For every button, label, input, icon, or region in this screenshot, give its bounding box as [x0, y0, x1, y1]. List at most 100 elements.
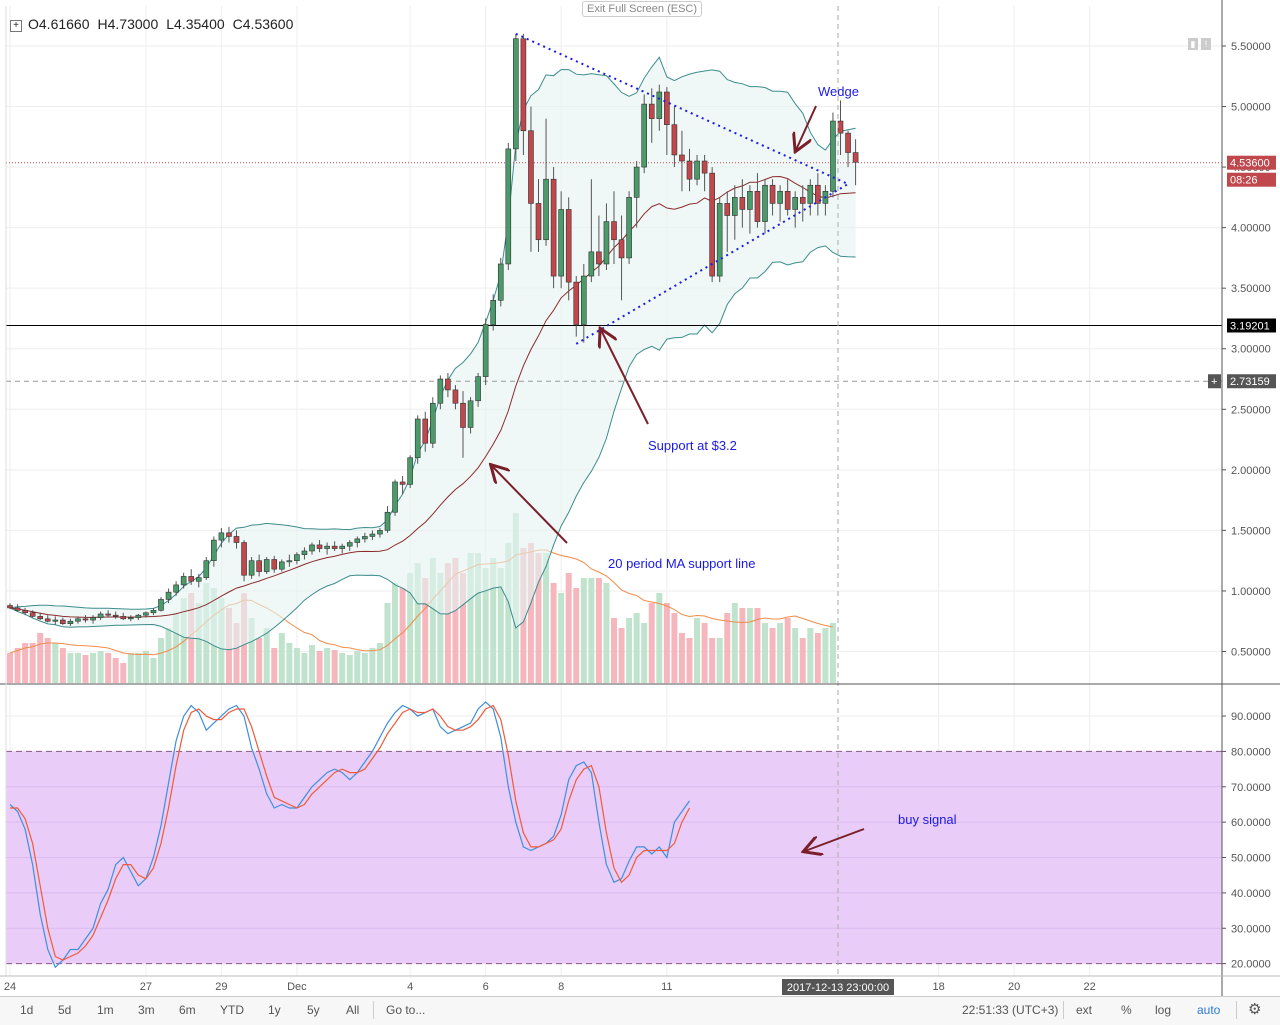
candle-body — [271, 559, 278, 570]
candle — [520, 33, 527, 155]
candle — [686, 148, 693, 192]
stoch-d-line — [10, 704, 691, 961]
candle-body — [44, 618, 51, 622]
volume-bar — [482, 568, 489, 683]
candle — [694, 154, 700, 186]
candle-body — [694, 160, 700, 180]
candle-body — [195, 577, 202, 582]
range-5y-button[interactable]: 5y — [307, 1003, 320, 1017]
candle-body — [513, 38, 519, 150]
candle-body — [105, 613, 111, 616]
candle — [248, 557, 255, 579]
volume-bar — [558, 593, 565, 683]
x-tick-label: 11 — [661, 981, 672, 993]
range-ytd-button[interactable]: YTD — [220, 1003, 244, 1017]
candle — [550, 167, 557, 289]
volume-bar — [278, 633, 285, 683]
candle-body — [467, 400, 474, 428]
candle-body — [384, 511, 391, 531]
candle-body — [460, 402, 466, 428]
range-all-button[interactable]: All — [346, 1003, 360, 1017]
y-tick-label: 1.00000 — [1231, 586, 1271, 598]
candle — [135, 613, 142, 621]
goto-button[interactable]: Go to... — [386, 1003, 426, 1017]
candle-body — [75, 618, 81, 622]
candle-body — [301, 550, 308, 555]
range-1m-button[interactable]: 1m — [97, 1003, 114, 1017]
y-tick-label: 70.0000 — [1231, 782, 1271, 794]
candle-body — [747, 190, 753, 210]
y-tick-label: 5.50000 — [1231, 41, 1271, 53]
range-1y-button[interactable]: 1y — [268, 1003, 281, 1017]
candle-body — [709, 172, 715, 277]
bars-icon[interactable]: ▮ — [1188, 38, 1198, 50]
candle — [60, 617, 66, 625]
candle — [505, 142, 512, 271]
volume-bar — [633, 613, 640, 683]
candle — [22, 607, 28, 616]
ext-toggle[interactable]: ext — [1076, 1003, 1093, 1017]
exit-fullscreen-button[interactable]: Exit Full Screen (ESC) — [582, 1, 703, 17]
y-tick-label: 80.0000 — [1231, 746, 1271, 758]
range-6m-button[interactable]: 6m — [179, 1003, 196, 1017]
candle — [369, 530, 376, 541]
candle — [75, 616, 81, 624]
candle-body — [633, 166, 640, 198]
collapse-icon[interactable]: + — [10, 20, 22, 32]
candle — [414, 415, 421, 464]
volume-bar — [588, 578, 595, 683]
candle — [807, 179, 814, 216]
candle — [558, 191, 564, 289]
range-1d-button[interactable]: 1d — [20, 1003, 34, 1017]
support-arrow — [601, 330, 649, 425]
candle-body — [369, 533, 376, 537]
volume-bar — [527, 543, 534, 683]
candle-body — [505, 148, 512, 265]
y-tick-label: 2.00000 — [1231, 465, 1271, 477]
candle — [799, 185, 806, 222]
log-toggle[interactable]: log — [1155, 1003, 1172, 1017]
candle — [603, 203, 610, 271]
candle — [769, 179, 776, 216]
gear-icon[interactable]: ⚙ — [1248, 1001, 1262, 1018]
candle — [150, 607, 157, 616]
candle-body — [407, 457, 413, 485]
volume-bar — [777, 623, 784, 683]
candle-body — [701, 160, 708, 174]
candle — [226, 526, 232, 543]
volume-bar — [301, 653, 308, 683]
candle-body — [475, 376, 481, 402]
volume-bar — [731, 603, 738, 683]
x-tick-label: 20 — [1008, 981, 1020, 993]
wedge-arrow — [796, 105, 817, 150]
percent-toggle[interactable]: % — [1121, 1003, 1132, 1017]
volume-bar — [52, 643, 59, 683]
volume-bar — [603, 583, 610, 683]
range-3m-button[interactable]: 3m — [138, 1003, 155, 1017]
candle — [211, 536, 217, 567]
candle-body — [248, 560, 255, 576]
volume-bar — [142, 651, 149, 683]
candle — [573, 276, 580, 337]
candle — [188, 569, 194, 585]
volume-bar — [384, 603, 391, 683]
candle — [339, 543, 346, 554]
alert-icon[interactable]: ! — [1201, 38, 1211, 50]
volume-bar — [648, 603, 655, 683]
candle-body — [316, 544, 323, 549]
candle-body — [354, 538, 361, 543]
candle-body — [346, 542, 353, 547]
candle — [513, 33, 519, 162]
volume-bar — [422, 578, 429, 683]
candle-body — [437, 378, 444, 404]
volume-bar — [784, 618, 791, 683]
volume-bar — [716, 638, 723, 683]
volume-bar — [37, 633, 44, 683]
candle-body — [90, 617, 96, 621]
range-5d-button[interactable]: 5d — [58, 1003, 72, 1017]
volume-bar — [180, 598, 187, 683]
last-price-badge-bg — [1227, 155, 1276, 170]
candle — [316, 540, 323, 553]
auto-toggle[interactable]: auto — [1197, 1003, 1221, 1017]
